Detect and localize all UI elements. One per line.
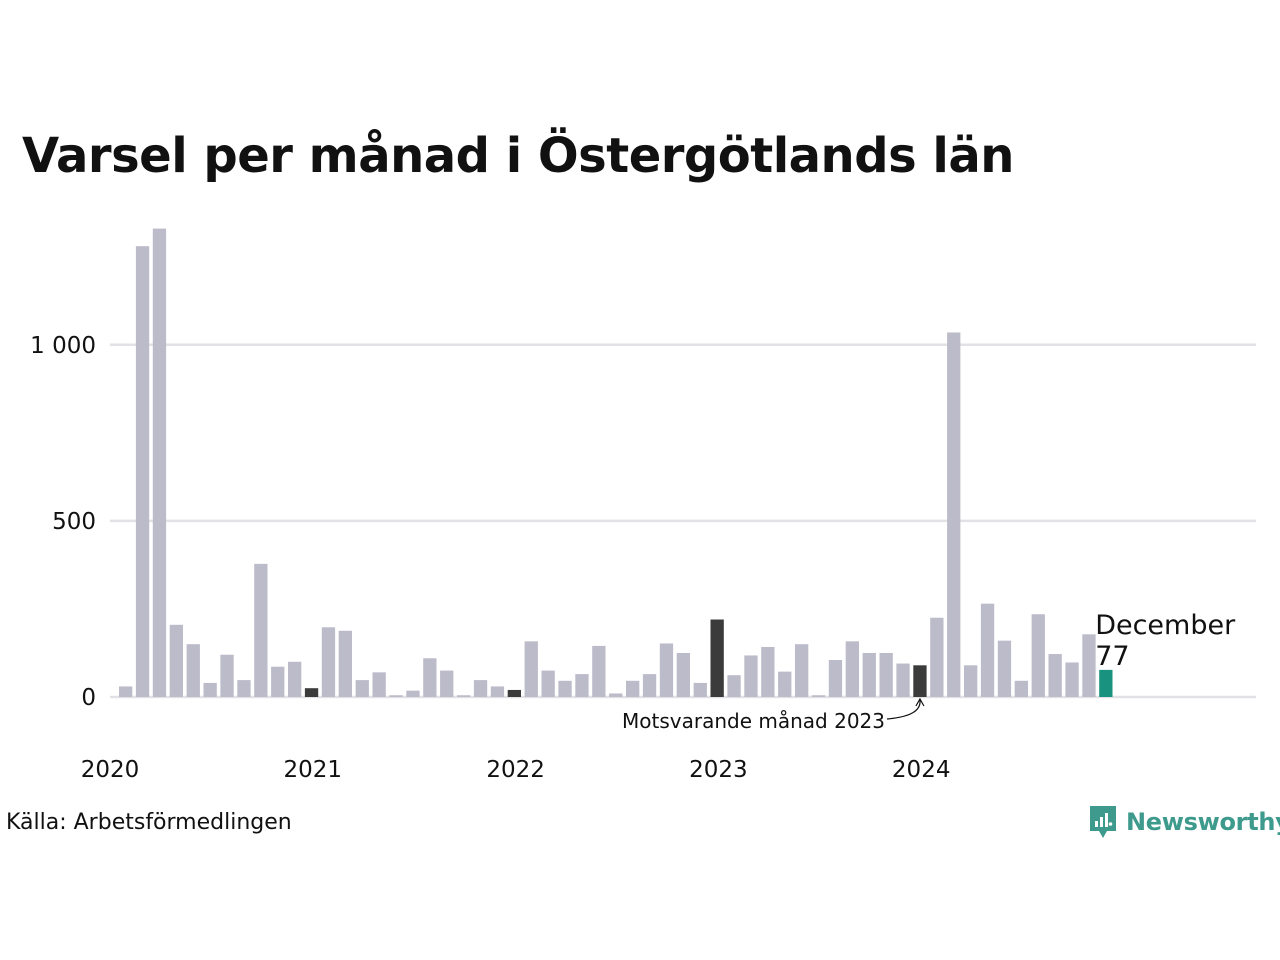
- current-value-label: 77: [1095, 641, 1129, 672]
- bar: [727, 675, 741, 697]
- annotation-arrowhead: [915, 697, 925, 707]
- source-note: Källa: Arbetsförmedlingen: [6, 810, 292, 835]
- bar-current: [1099, 669, 1113, 697]
- bar: [693, 682, 707, 697]
- bar: [642, 674, 657, 697]
- bar: [659, 643, 674, 697]
- bar: [524, 641, 538, 697]
- bar: [845, 641, 859, 697]
- bar: [744, 655, 758, 697]
- annotation-label: Motsvarande månad 2023: [622, 709, 885, 733]
- brand-logo: Newsworthy: [1088, 804, 1280, 840]
- brand-name: Newsworthy: [1126, 808, 1280, 836]
- bar: [1048, 654, 1062, 697]
- bar: [355, 680, 369, 697]
- bar: [321, 627, 336, 697]
- bar: [558, 680, 572, 697]
- bar: [135, 246, 150, 697]
- bar: [288, 661, 302, 697]
- x-tick-label: 2021: [284, 757, 343, 783]
- bar: [947, 332, 961, 697]
- bar: [1082, 634, 1096, 697]
- bar: [220, 654, 234, 697]
- bar: [271, 666, 285, 697]
- bar: [980, 603, 995, 697]
- x-tick-label: 2024: [892, 757, 951, 783]
- y-tick-label: 500: [52, 509, 96, 535]
- x-tick-label: 2022: [486, 757, 545, 783]
- bar-highlight: [913, 665, 927, 697]
- bars: [119, 228, 1113, 697]
- bar: [169, 624, 183, 697]
- bar: [152, 228, 167, 697]
- bar: [930, 617, 944, 697]
- bar: [1065, 662, 1079, 697]
- bar: [186, 644, 200, 697]
- bar: [896, 663, 910, 697]
- bar: [964, 665, 978, 697]
- bar: [423, 658, 437, 697]
- bar: [237, 680, 251, 697]
- x-axis-ticks: 2020 2021 2022 2023 2024: [81, 757, 951, 783]
- bar: [1014, 680, 1028, 697]
- x-tick-label: 2020: [81, 757, 140, 783]
- bar-highlight: [710, 619, 724, 697]
- bar: [828, 660, 843, 697]
- bar: [626, 680, 640, 697]
- bar: [372, 672, 386, 697]
- bar: [997, 640, 1012, 697]
- bar: [761, 646, 775, 697]
- newsworthy-logo-icon: [1090, 806, 1116, 838]
- bar: [778, 671, 792, 697]
- bar: [676, 652, 690, 697]
- bar: [592, 645, 606, 697]
- bar: [862, 652, 876, 697]
- bar: [879, 652, 893, 697]
- current-month-label: December: [1095, 610, 1236, 641]
- chart-title: Varsel per månad i Östergötlands län: [22, 128, 1014, 184]
- bar: [119, 686, 133, 697]
- bar: [473, 680, 488, 697]
- bar: [490, 686, 505, 697]
- bar: [541, 670, 555, 697]
- bar: [389, 695, 403, 697]
- bar: [254, 563, 268, 697]
- bar-highlight: [507, 689, 521, 697]
- y-axis-ticks: 0 500 1 000: [30, 333, 96, 711]
- annotation-arrow: [886, 699, 921, 720]
- bar: [338, 630, 352, 697]
- bar: [795, 644, 809, 697]
- bar: [811, 695, 826, 697]
- bar-highlight: [304, 688, 319, 697]
- y-tick-label: 1 000: [30, 333, 96, 359]
- bar: [406, 690, 420, 697]
- bar: [203, 682, 217, 697]
- x-tick-label: 2023: [689, 757, 748, 783]
- bar: [440, 670, 454, 697]
- bar: [609, 693, 623, 697]
- y-tick-label: 0: [81, 685, 96, 711]
- bar: [457, 695, 471, 697]
- bar: [575, 674, 589, 697]
- bar: [1031, 614, 1045, 697]
- bar-chart: 0 500 1 000 2020 2021 2022 2023 2024 December7…: [30, 228, 1256, 783]
